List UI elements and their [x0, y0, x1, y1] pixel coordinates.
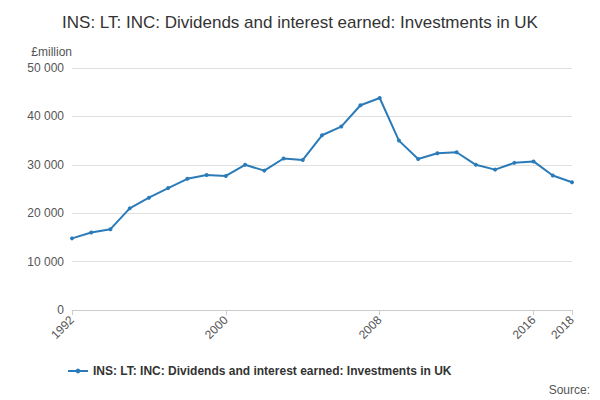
- svg-text:2016: 2016: [510, 313, 539, 342]
- svg-text:INS: LT: INC: Dividends and in: INS: LT: INC: Dividends and interest ear…: [62, 13, 539, 32]
- svg-text:50 000: 50 000: [27, 61, 64, 75]
- svg-text:1992: 1992: [48, 313, 77, 342]
- svg-text:Source:: Source:: [549, 383, 590, 397]
- svg-text:10 000: 10 000: [27, 255, 64, 269]
- svg-text:2018: 2018: [548, 313, 577, 342]
- svg-text:40 000: 40 000: [27, 109, 64, 123]
- svg-text:0: 0: [57, 303, 64, 317]
- svg-text:£million: £million: [31, 45, 72, 59]
- svg-text:2008: 2008: [356, 313, 385, 342]
- svg-text:20 000: 20 000: [27, 206, 64, 220]
- svg-text:2000: 2000: [202, 313, 231, 342]
- svg-text:INS: LT: INC: Dividends and in: INS: LT: INC: Dividends and interest ear…: [93, 364, 452, 378]
- svg-text:30 000: 30 000: [27, 158, 64, 172]
